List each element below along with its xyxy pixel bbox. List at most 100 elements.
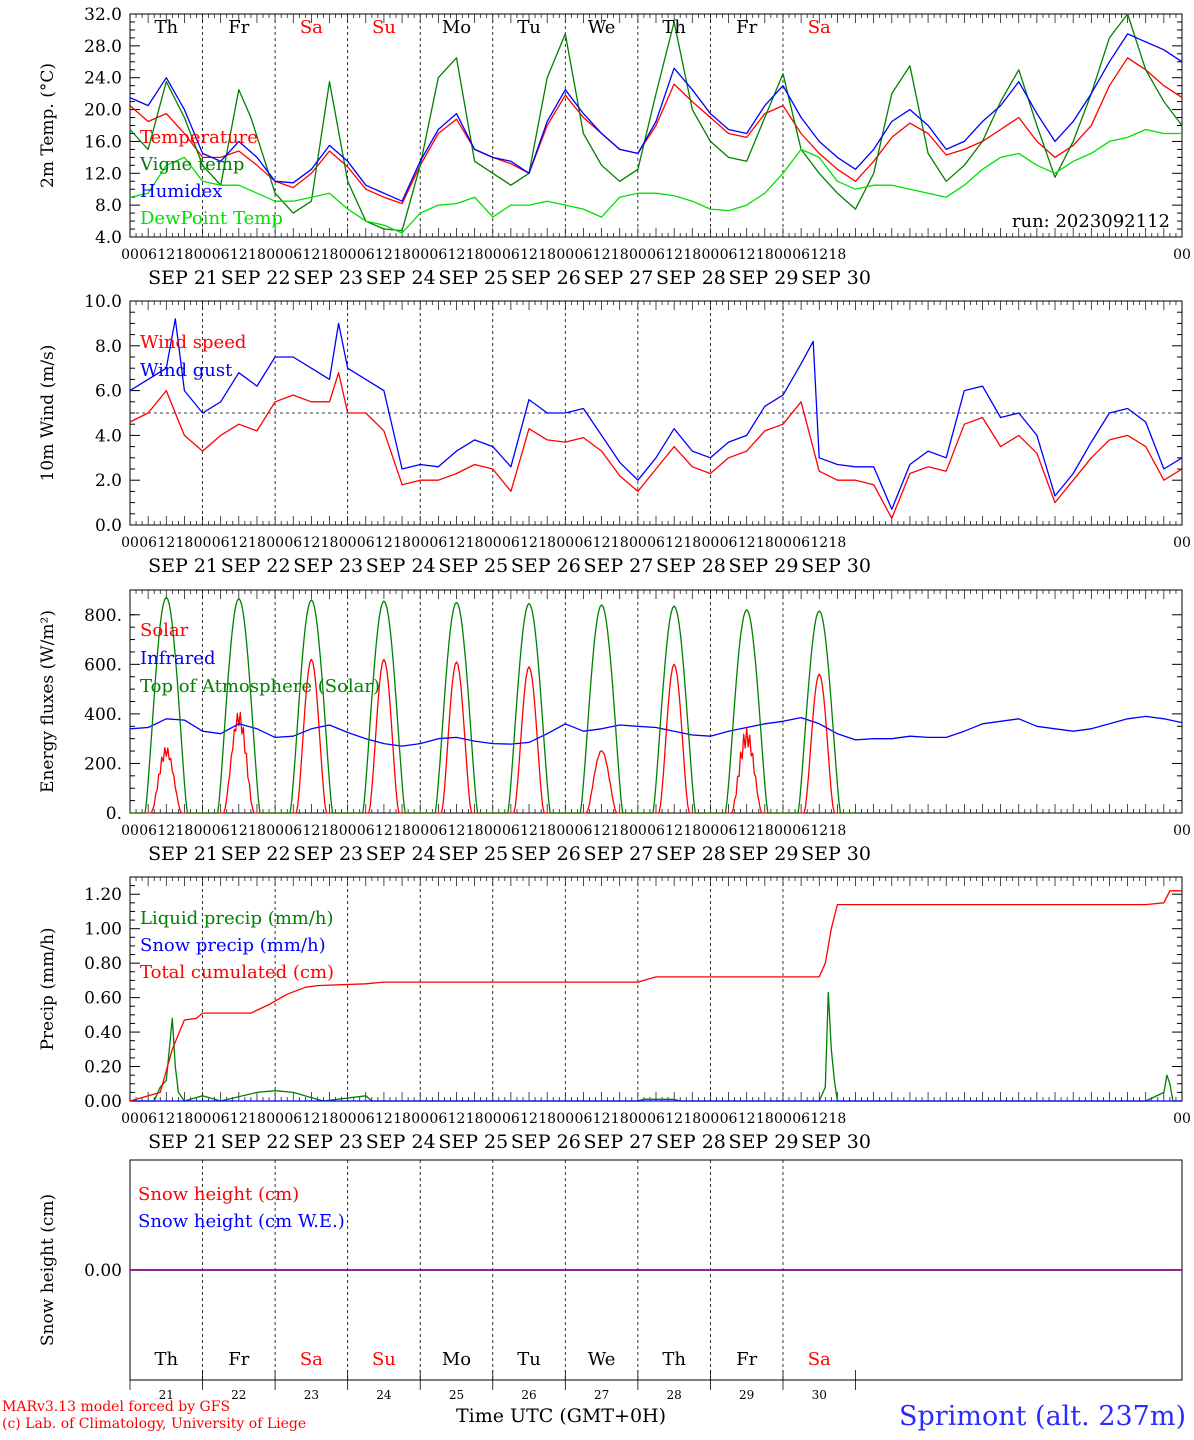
weekday-label: Fr [228, 1349, 249, 1370]
hour-label: 06 [502, 535, 520, 551]
hour-label: 12 [230, 823, 248, 839]
hour-label: 06 [792, 247, 810, 263]
hour-label: 12 [665, 823, 683, 839]
y-tick-label: 4.0 [95, 426, 122, 446]
hour-label: 06 [357, 1111, 375, 1127]
hour-label: 00 [1173, 247, 1191, 263]
hour-label: 12 [302, 535, 320, 551]
hour-label: 12 [665, 1111, 683, 1127]
date-label: SEP 21 [148, 843, 218, 865]
date-label: SEP 22 [221, 555, 291, 577]
legend-entry: Snow precip (mm/h) [140, 935, 326, 956]
hour-label: 18 [248, 535, 266, 551]
day-number-label: 23 [304, 1388, 319, 1402]
hour-label: 06 [357, 247, 375, 263]
series-line [130, 991, 1182, 1102]
hour-label: 06 [792, 823, 810, 839]
hour-label: 00 [121, 535, 139, 551]
hour-label: 18 [321, 247, 339, 263]
hour-label: 12 [738, 535, 756, 551]
hour-label: 00 [774, 535, 792, 551]
hour-label: 12 [665, 247, 683, 263]
date-label: SEP 26 [511, 555, 581, 577]
date-label: SEP 29 [729, 555, 799, 577]
hour-label: 12 [520, 247, 538, 263]
run-label: run: 2023092112 [1012, 211, 1170, 232]
hour-label: 06 [139, 247, 157, 263]
hour-label: 06 [720, 1111, 738, 1127]
hour-label: 12 [375, 1111, 393, 1127]
hour-label: 00 [411, 823, 429, 839]
hour-label: 00 [339, 535, 357, 551]
hour-label: 06 [139, 1111, 157, 1127]
hour-label: 06 [284, 1111, 302, 1127]
legend-entry: Snow height (cm) [138, 1184, 299, 1205]
series-line [129, 372, 1183, 519]
hour-label: 06 [575, 823, 593, 839]
hour-label: 18 [393, 1111, 411, 1127]
y-tick-label: 0. [106, 804, 122, 824]
hour-label: 00 [266, 535, 284, 551]
hour-label: 06 [792, 1111, 810, 1127]
hour-label: 18 [538, 247, 556, 263]
y-tick-label: 2.0 [95, 471, 122, 491]
hour-label: 18 [611, 1111, 629, 1127]
date-label: SEP 25 [438, 555, 508, 577]
hour-label: 18 [756, 1111, 774, 1127]
date-label: SEP 27 [583, 1131, 653, 1153]
date-label: SEP 28 [656, 555, 726, 577]
weekday-label: We [588, 1349, 616, 1370]
y-tick-label: 32.0 [84, 5, 122, 25]
hour-label: 00 [701, 247, 719, 263]
hour-label: 12 [375, 535, 393, 551]
hour-label: 12 [157, 823, 175, 839]
hour-label: 12 [593, 535, 611, 551]
hour-label: 18 [248, 823, 266, 839]
date-label: SEP 24 [366, 1131, 436, 1153]
y-tick-label: 0.00 [84, 1092, 122, 1112]
date-label: SEP 30 [801, 555, 871, 577]
time-axis-title: Time UTC (GMT+0H) [456, 1405, 667, 1427]
date-label: SEP 23 [293, 1131, 363, 1153]
hour-label: 12 [593, 823, 611, 839]
hour-label: 12 [230, 535, 248, 551]
weekday-label: Sa [300, 1349, 323, 1370]
hour-label: 00 [1173, 823, 1191, 839]
hour-label: 00 [411, 535, 429, 551]
hour-label: 12 [157, 535, 175, 551]
y-tick-label: 0.60 [84, 989, 122, 1009]
hour-label: 12 [810, 247, 828, 263]
hour-label: 12 [448, 535, 466, 551]
hour-label: 12 [448, 823, 466, 839]
hour-label: 18 [175, 1111, 193, 1127]
hour-label: 06 [139, 535, 157, 551]
y-tick-label: 400. [84, 705, 122, 725]
date-label: SEP 21 [148, 555, 218, 577]
hour-label: 00 [266, 1111, 284, 1127]
y-tick-label: 4.0 [95, 228, 122, 248]
hour-label: 00 [339, 1111, 357, 1127]
hour-label: 06 [284, 535, 302, 551]
hour-label: 06 [792, 535, 810, 551]
hour-label: 12 [810, 535, 828, 551]
date-label: SEP 22 [221, 267, 291, 289]
hour-label: 00 [484, 1111, 502, 1127]
hour-label: 18 [466, 247, 484, 263]
date-label: SEP 26 [511, 1131, 581, 1153]
legend-entry: Wind speed [140, 332, 246, 353]
weekday-label: Fr [736, 1349, 757, 1370]
legend-entry: Temperature [140, 127, 258, 148]
date-label: SEP 27 [583, 843, 653, 865]
date-label: SEP 23 [293, 555, 363, 577]
hour-label: 12 [230, 247, 248, 263]
hour-label: 12 [448, 1111, 466, 1127]
hour-label: 18 [248, 1111, 266, 1127]
series-line [129, 715, 1183, 747]
y-tick-label: 1.20 [84, 885, 122, 905]
y-tick-label: 8.0 [95, 196, 122, 216]
date-label: SEP 27 [583, 267, 653, 289]
y-axis-label: 2m Temp. (°C) [38, 63, 58, 188]
hour-label: 00 [411, 1111, 429, 1127]
legend-entry: Infrared [140, 648, 215, 669]
hour-label: 06 [212, 247, 230, 263]
